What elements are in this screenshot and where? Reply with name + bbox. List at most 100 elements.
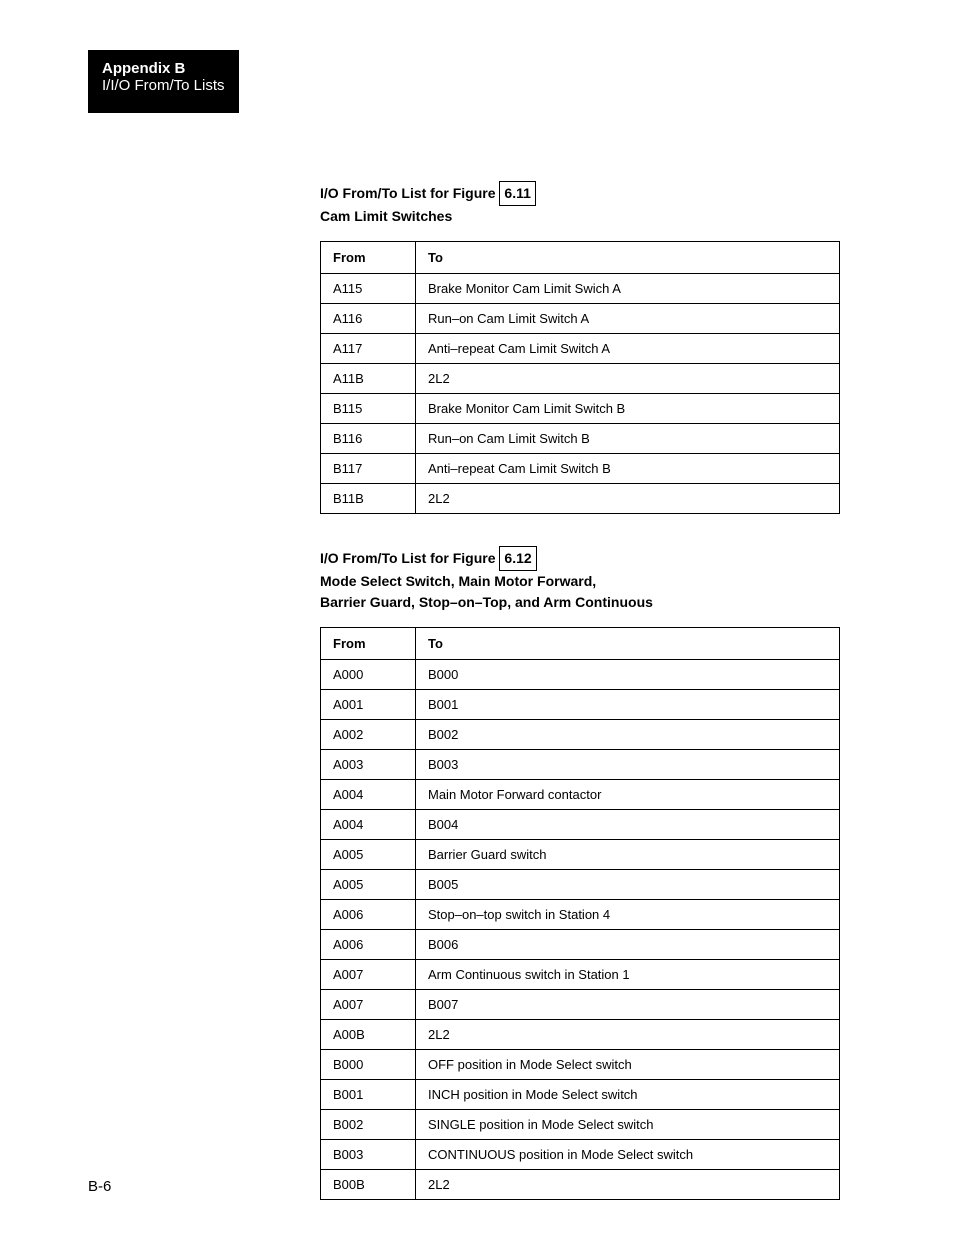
cell-to: Arm Continuous switch in Station 1 <box>416 960 840 990</box>
col-from: From <box>321 242 416 274</box>
cell-to: Anti–repeat Cam Limit Switch A <box>416 334 840 364</box>
table-row: A001B001 <box>321 690 840 720</box>
table-row: A007B007 <box>321 990 840 1020</box>
cell-from: B002 <box>321 1110 416 1140</box>
table-header-row: From To <box>321 628 840 660</box>
section1-title: I/O From/To List for Figure 6.11 <box>320 181 840 206</box>
cell-to: B002 <box>416 720 840 750</box>
section2-title: I/O From/To List for Figure 6.12 <box>320 546 840 571</box>
cell-from: A004 <box>321 810 416 840</box>
cell-to: B001 <box>416 690 840 720</box>
cell-to: Run–on Cam Limit Switch A <box>416 304 840 334</box>
table-row: A000B000 <box>321 660 840 690</box>
table-row: A005Barrier Guard switch <box>321 840 840 870</box>
cell-from: B116 <box>321 424 416 454</box>
cell-from: B00B <box>321 1170 416 1200</box>
cell-to: Run–on Cam Limit Switch B <box>416 424 840 454</box>
page-number: B-6 <box>88 1178 111 1195</box>
cell-from: A007 <box>321 960 416 990</box>
cell-to: INCH position in Mode Select switch <box>416 1080 840 1110</box>
table-row: A11B2L2 <box>321 364 840 394</box>
table-row: A006B006 <box>321 930 840 960</box>
section-1: I/O From/To List for Figure 6.11 Cam Lim… <box>320 181 840 514</box>
col-to: To <box>416 628 840 660</box>
cell-to: 2L2 <box>416 364 840 394</box>
section2-title-prefix: I/O From/To List for Figure <box>320 550 496 566</box>
figure-link-612[interactable]: 6.12 <box>499 546 536 571</box>
table-row: B117Anti–repeat Cam Limit Switch B <box>321 454 840 484</box>
table-row: A00B2L2 <box>321 1020 840 1050</box>
table-row: A004Main Motor Forward contactor <box>321 780 840 810</box>
cell-to: Stop–on–top switch in Station 4 <box>416 900 840 930</box>
table-row: A002B002 <box>321 720 840 750</box>
cell-to: 2L2 <box>416 484 840 514</box>
appendix-subtitle: I/I/O From/To Lists <box>102 77 225 94</box>
cell-from: A00B <box>321 1020 416 1050</box>
cell-from: B115 <box>321 394 416 424</box>
content-area: I/O From/To List for Figure 6.11 Cam Lim… <box>320 181 840 1200</box>
cell-to: B004 <box>416 810 840 840</box>
table-header-row: From To <box>321 242 840 274</box>
cell-from: A001 <box>321 690 416 720</box>
cell-to: CONTINUOUS position in Mode Select switc… <box>416 1140 840 1170</box>
cell-to: Brake Monitor Cam Limit Switch B <box>416 394 840 424</box>
cell-to: B000 <box>416 660 840 690</box>
table-row: A116Run–on Cam Limit Switch A <box>321 304 840 334</box>
cell-from: A006 <box>321 900 416 930</box>
cell-to: B006 <box>416 930 840 960</box>
cell-from: A005 <box>321 840 416 870</box>
cell-from: A116 <box>321 304 416 334</box>
cell-from: B117 <box>321 454 416 484</box>
figure-link-611[interactable]: 6.11 <box>499 181 535 206</box>
cell-to: B005 <box>416 870 840 900</box>
cell-from: B001 <box>321 1080 416 1110</box>
table-cam-limit-switches: From To A115Brake Monitor Cam Limit Swic… <box>320 241 840 514</box>
table-row: A003B003 <box>321 750 840 780</box>
cell-from: A006 <box>321 930 416 960</box>
cell-from: A007 <box>321 990 416 1020</box>
table-row: B002SINGLE position in Mode Select switc… <box>321 1110 840 1140</box>
cell-from: B003 <box>321 1140 416 1170</box>
cell-from: A11B <box>321 364 416 394</box>
cell-to: Barrier Guard switch <box>416 840 840 870</box>
cell-from: B000 <box>321 1050 416 1080</box>
cell-to: B003 <box>416 750 840 780</box>
table-row: B001INCH position in Mode Select switch <box>321 1080 840 1110</box>
section2-subtitle-line2: Barrier Guard, Stop–on–Top, and Arm Cont… <box>320 592 840 613</box>
cell-from: B11B <box>321 484 416 514</box>
table-row: A117Anti–repeat Cam Limit Switch A <box>321 334 840 364</box>
cell-from: A005 <box>321 870 416 900</box>
header-box: Appendix B I/I/O From/To Lists <box>88 50 239 113</box>
table-row: B115Brake Monitor Cam Limit Switch B <box>321 394 840 424</box>
cell-to: SINGLE position in Mode Select switch <box>416 1110 840 1140</box>
cell-from: A003 <box>321 750 416 780</box>
table-row: B116Run–on Cam Limit Switch B <box>321 424 840 454</box>
table-row: A004B004 <box>321 810 840 840</box>
col-to: To <box>416 242 840 274</box>
cell-to: 2L2 <box>416 1170 840 1200</box>
cell-to: Anti–repeat Cam Limit Switch B <box>416 454 840 484</box>
cell-from: A004 <box>321 780 416 810</box>
table-row: B003CONTINUOUS position in Mode Select s… <box>321 1140 840 1170</box>
cell-to: OFF position in Mode Select switch <box>416 1050 840 1080</box>
cell-from: A115 <box>321 274 416 304</box>
table-row: B00B2L2 <box>321 1170 840 1200</box>
table-row: A115Brake Monitor Cam Limit Swich A <box>321 274 840 304</box>
col-from: From <box>321 628 416 660</box>
section1-subtitle: Cam Limit Switches <box>320 206 840 227</box>
table-row: A005B005 <box>321 870 840 900</box>
cell-from: A000 <box>321 660 416 690</box>
table-mode-select: From To A000B000A001B001A002B002A003B003… <box>320 627 840 1200</box>
cell-to: 2L2 <box>416 1020 840 1050</box>
table-row: A006Stop–on–top switch in Station 4 <box>321 900 840 930</box>
cell-from: A117 <box>321 334 416 364</box>
table-row: B000OFF position in Mode Select switch <box>321 1050 840 1080</box>
cell-to: B007 <box>416 990 840 1020</box>
table-row: A007Arm Continuous switch in Station 1 <box>321 960 840 990</box>
table-row: B11B2L2 <box>321 484 840 514</box>
section-2: I/O From/To List for Figure 6.12 Mode Se… <box>320 546 840 1200</box>
cell-from: A002 <box>321 720 416 750</box>
section1-title-prefix: I/O From/To List for Figure <box>320 185 496 201</box>
appendix-title: Appendix B <box>102 60 225 77</box>
section2-subtitle-line1: Mode Select Switch, Main Motor Forward, <box>320 571 840 592</box>
